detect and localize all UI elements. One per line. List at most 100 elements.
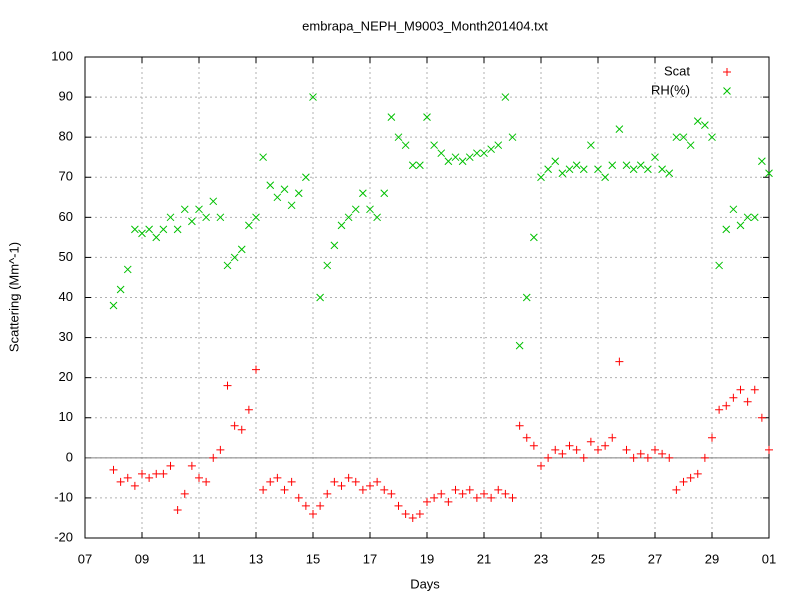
point xyxy=(366,481,374,490)
legend-marker xyxy=(723,68,731,76)
point xyxy=(636,449,645,458)
point xyxy=(758,157,766,166)
point xyxy=(544,453,553,462)
point xyxy=(415,509,424,518)
point xyxy=(487,145,495,154)
point xyxy=(401,509,410,518)
point xyxy=(266,181,275,190)
point xyxy=(501,93,510,101)
point xyxy=(508,133,517,142)
x-tick-label: 19 xyxy=(420,551,434,566)
point xyxy=(515,341,524,350)
point xyxy=(408,513,417,522)
point xyxy=(109,301,118,310)
point xyxy=(658,449,667,458)
point xyxy=(187,461,196,470)
point xyxy=(565,165,574,174)
point xyxy=(665,169,674,178)
point xyxy=(373,477,382,486)
point xyxy=(465,153,474,162)
point xyxy=(387,113,396,121)
point xyxy=(380,189,389,198)
point xyxy=(458,489,467,498)
point xyxy=(473,149,481,158)
point xyxy=(587,141,595,150)
point xyxy=(594,165,602,174)
point xyxy=(131,225,139,234)
point xyxy=(708,133,716,142)
point xyxy=(273,473,282,482)
legend-label: RH(%) xyxy=(651,82,690,97)
legend-label: Scat xyxy=(664,63,690,78)
point xyxy=(323,489,332,498)
point xyxy=(715,261,723,270)
point xyxy=(166,461,175,470)
point xyxy=(380,485,389,494)
point xyxy=(579,165,588,174)
x-tick-label: 21 xyxy=(477,551,491,566)
point xyxy=(351,477,360,486)
point xyxy=(166,213,175,222)
x-tick-label: 15 xyxy=(306,551,320,566)
point xyxy=(259,485,268,494)
x-axis-label: Days xyxy=(410,576,440,591)
point xyxy=(180,205,189,214)
point xyxy=(202,213,210,222)
point xyxy=(130,481,139,490)
point xyxy=(494,141,503,150)
point xyxy=(245,221,253,230)
point xyxy=(152,469,161,478)
point xyxy=(309,93,317,101)
point xyxy=(701,121,709,129)
point xyxy=(394,501,403,510)
point xyxy=(522,293,531,302)
point xyxy=(465,485,474,494)
point xyxy=(294,493,303,502)
point xyxy=(708,433,716,442)
point xyxy=(537,461,545,470)
point xyxy=(601,441,610,450)
point xyxy=(323,261,332,270)
x-tick-label: 11 xyxy=(192,551,206,566)
point xyxy=(458,157,467,166)
point xyxy=(138,229,146,238)
plot-frame xyxy=(84,56,770,539)
point xyxy=(515,421,524,430)
point xyxy=(280,485,289,494)
point xyxy=(579,453,588,462)
y-tick-label: 90 xyxy=(59,89,73,104)
point xyxy=(316,501,325,510)
point xyxy=(337,221,346,230)
point xyxy=(287,201,296,210)
point xyxy=(330,241,339,250)
point xyxy=(373,213,381,222)
point xyxy=(223,261,232,270)
y-tick-label: 20 xyxy=(59,369,73,384)
point xyxy=(615,357,624,366)
point xyxy=(679,133,688,142)
point xyxy=(145,473,154,482)
point xyxy=(529,441,538,450)
point xyxy=(672,133,681,142)
x-tick-label: 13 xyxy=(249,551,263,566)
point xyxy=(394,133,403,142)
point xyxy=(273,193,282,202)
point xyxy=(344,473,353,482)
point xyxy=(722,401,731,410)
point xyxy=(401,141,410,150)
point xyxy=(337,481,346,490)
y-tick-label: 40 xyxy=(59,289,73,304)
point xyxy=(558,449,567,458)
point xyxy=(152,233,161,242)
legend-marker xyxy=(723,87,731,95)
point xyxy=(622,445,631,454)
point xyxy=(244,405,253,414)
y-tick-label: 0 xyxy=(66,449,73,464)
point xyxy=(665,453,674,462)
point xyxy=(195,205,203,214)
x-tick-label: 07 xyxy=(78,551,92,566)
point xyxy=(586,437,595,446)
point xyxy=(480,149,488,158)
